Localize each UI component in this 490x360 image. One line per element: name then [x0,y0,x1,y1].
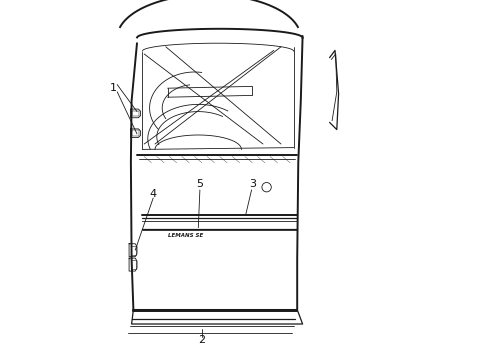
Text: LEMANS SE: LEMANS SE [168,233,203,238]
Text: 3: 3 [249,179,256,189]
Text: 4: 4 [149,189,157,199]
Text: 1: 1 [110,83,117,93]
Text: 2: 2 [198,335,205,345]
Text: 5: 5 [196,179,203,189]
